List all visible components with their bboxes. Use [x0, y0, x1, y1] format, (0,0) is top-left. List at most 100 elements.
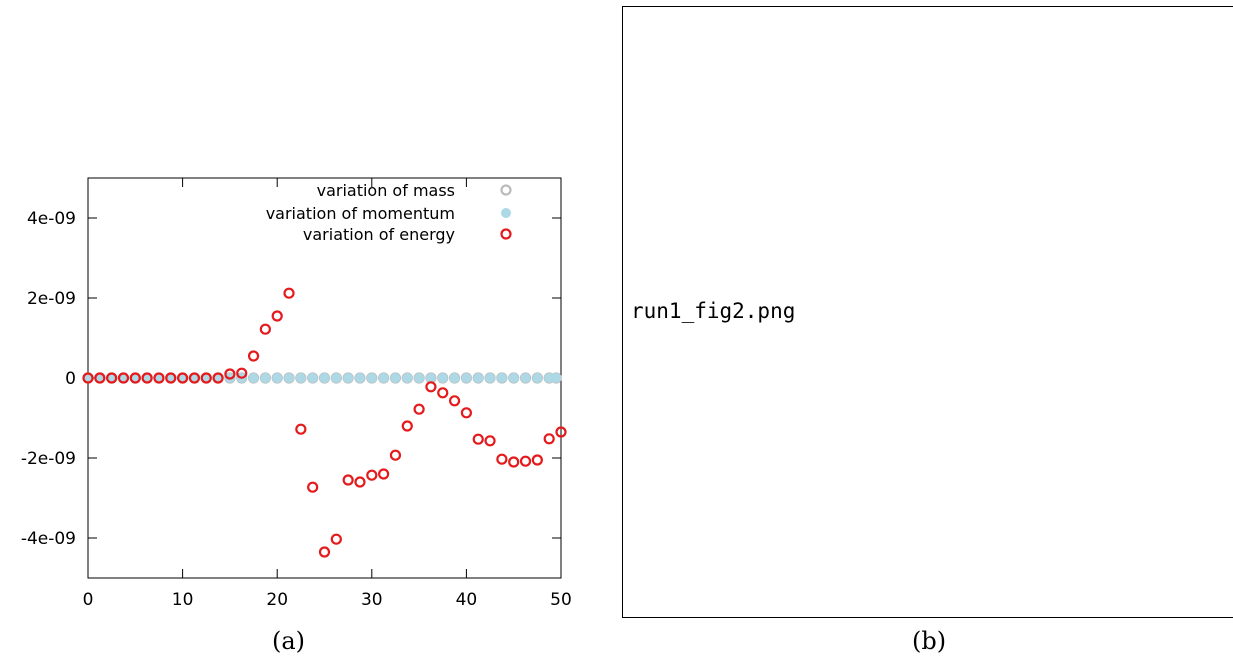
y-axis: -4e-09 -2e-09 0 2e-09 4e-09	[21, 209, 561, 549]
legend-label: variation of energy	[303, 225, 455, 244]
data-point	[213, 373, 224, 383]
data-point	[425, 373, 436, 383]
data-point	[82, 372, 94, 384]
x-tick-label: 10	[172, 590, 194, 610]
data-point	[259, 323, 271, 335]
data-point	[544, 373, 555, 383]
y-tick-label: 4e-09	[27, 209, 76, 229]
series-layer	[82, 287, 567, 558]
caption-left: (a)	[272, 627, 306, 655]
data-point	[141, 372, 153, 384]
data-point	[106, 373, 117, 383]
data-point	[551, 373, 562, 383]
data-point	[94, 372, 106, 384]
data-point	[330, 533, 342, 545]
x-tick-label: 20	[266, 590, 288, 610]
data-point	[295, 423, 307, 435]
data-point	[378, 468, 390, 480]
data-point	[307, 481, 319, 493]
data-point	[343, 373, 354, 383]
data-point	[473, 373, 484, 383]
x-axis: 0 10 20 30 40 50	[83, 178, 572, 610]
legend-label: variation of momentum	[266, 204, 455, 223]
data-point	[531, 454, 543, 466]
image-placeholder: run1_fig2.png	[622, 6, 1233, 618]
data-point	[271, 310, 283, 322]
data-point	[200, 372, 212, 384]
data-point	[331, 373, 342, 383]
data-point	[342, 474, 354, 486]
chart: -4e-09 -2e-09 0 2e-09 4e-09 0 10 20 30 40 50 vari…	[21, 177, 572, 610]
data-point	[449, 373, 460, 383]
data-point	[472, 433, 484, 445]
data-point	[390, 373, 401, 383]
data-point	[224, 368, 236, 380]
y-tick-label: -2e-09	[21, 449, 76, 469]
data-point	[247, 350, 260, 362]
x-tick-label: 0	[83, 590, 94, 610]
placeholder-filename: run1_fig2.png	[631, 299, 796, 323]
data-point	[189, 373, 200, 383]
data-point	[106, 372, 118, 384]
x-tick-label: 30	[361, 590, 383, 610]
data-point	[188, 372, 201, 384]
legend-marker	[501, 208, 511, 218]
data-point	[402, 373, 413, 383]
y-tick-label: 2e-09	[27, 289, 76, 309]
data-point	[94, 373, 105, 383]
data-point	[460, 407, 472, 419]
data-point	[389, 449, 402, 461]
data-point	[212, 372, 224, 384]
legend-marker	[500, 184, 512, 196]
legend: variation of mass variation of momentum va…	[266, 181, 512, 244]
caption-right: (b)	[912, 627, 947, 655]
data-point	[496, 453, 508, 465]
data-point	[177, 373, 188, 383]
data-point	[555, 426, 567, 438]
series-1	[83, 373, 562, 383]
data-point	[366, 373, 377, 383]
x-tick-label: 50	[550, 590, 572, 610]
legend-label: variation of mass	[317, 181, 455, 200]
data-point	[354, 476, 366, 488]
data-point	[142, 373, 153, 383]
data-point	[318, 546, 331, 558]
data-point	[508, 373, 519, 383]
data-point	[378, 373, 389, 383]
data-point	[484, 435, 496, 447]
data-point	[425, 381, 437, 393]
data-point	[319, 373, 330, 383]
data-point	[307, 373, 318, 383]
data-point	[485, 373, 496, 383]
data-point	[272, 373, 283, 383]
legend-marker	[500, 228, 512, 240]
data-point	[283, 287, 295, 299]
data-point	[461, 373, 472, 383]
data-point	[83, 373, 93, 383]
data-point	[496, 373, 507, 383]
data-point	[448, 395, 461, 407]
data-point	[153, 373, 164, 383]
data-point	[413, 403, 425, 415]
data-point	[130, 373, 141, 383]
data-point	[201, 373, 212, 383]
y-tick-label: 0	[65, 369, 76, 389]
data-point	[118, 373, 129, 383]
data-point	[532, 373, 543, 383]
data-point	[153, 372, 165, 384]
data-point	[366, 469, 378, 481]
data-point	[414, 373, 425, 383]
data-point	[177, 372, 189, 384]
data-point	[354, 373, 365, 383]
data-point	[284, 373, 295, 383]
data-point	[295, 373, 306, 383]
data-point	[520, 373, 531, 383]
data-point	[260, 373, 271, 383]
data-point	[165, 373, 176, 383]
data-point	[129, 372, 141, 384]
data-point	[236, 367, 248, 379]
y-tick-label: -4e-09	[21, 529, 76, 549]
data-point	[437, 387, 449, 399]
data-point	[437, 373, 448, 383]
series-2	[82, 287, 567, 558]
